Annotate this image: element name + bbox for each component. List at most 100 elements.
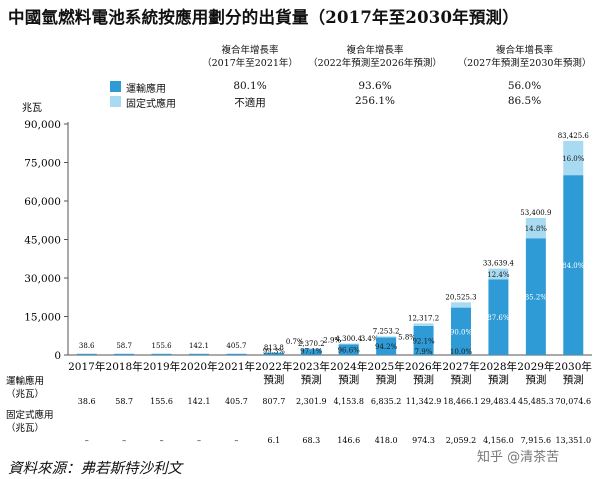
x-tick-label-sub: 預測 — [488, 373, 509, 386]
legend-label-stationary: 固定式應用 — [126, 99, 176, 110]
table-transport-value: 38.6 — [78, 397, 96, 406]
bar-stationary — [488, 268, 509, 280]
x-tick-label: 2021年 — [218, 360, 255, 373]
table-transport-unit: （兆瓦） — [6, 388, 44, 400]
y-axis-unit-label: 兆瓦 — [22, 102, 42, 114]
stationary-share-label: 10.0% — [450, 348, 473, 356]
bar-transport — [263, 352, 284, 355]
transport-share-label: 84.0% — [562, 262, 585, 270]
y-tick-label: 60,000 — [24, 196, 61, 208]
transport-share-label: 85.2% — [525, 294, 548, 302]
stationary-share-label: 0.7% — [286, 338, 304, 346]
table-stationary-value: – — [85, 436, 89, 445]
stationary-share-label: 5.8% — [398, 334, 416, 342]
shipment-chart: 兆瓦 0 15,000 30,000 45,000 60,000 75,000 90,000 3… — [6, 102, 592, 445]
bar-transport — [413, 325, 434, 355]
table-transport-value: 70,074.6 — [555, 397, 591, 406]
cagr-header-3: 複合年增長率 （2027年預測至2030年預測） — [452, 44, 597, 70]
stationary-share-label: 7.9% — [415, 348, 433, 356]
bar-total-label: 33,639.4 — [483, 260, 515, 268]
bar-transport — [525, 238, 546, 355]
y-tick-label: 75,000 — [24, 158, 61, 170]
transport-share-label: 97.1% — [300, 348, 323, 356]
y-tick-label: 15,000 — [24, 312, 61, 324]
cagr-stationary-3: 86.5% — [507, 95, 542, 107]
cagr-header-1-line2: （2017年至2021年） — [202, 58, 298, 69]
bar-stationary — [301, 348, 322, 350]
table-transport-value: 405.7 — [225, 397, 248, 406]
cagr-transport-3: 56.0% — [507, 80, 542, 92]
bar-total-label: 38.6 — [79, 342, 95, 350]
x-tick-label: 2022年 — [255, 360, 292, 373]
table-stationary-value: 418.0 — [375, 436, 398, 445]
bar-transport — [451, 307, 471, 355]
bar-transport — [226, 353, 247, 355]
table-transport-value: 11,342.9 — [406, 397, 442, 406]
source-note: 資料來源：弗若斯特沙利文 — [8, 461, 182, 477]
table-stationary-value: – — [160, 436, 164, 445]
x-tick-label: 2029年 — [517, 360, 554, 373]
transport-share-label: 99.3% — [263, 348, 286, 356]
bar-total-label: 813.8 — [264, 344, 284, 352]
x-tick-label: 2028年 — [480, 360, 517, 373]
bar-transport — [488, 279, 509, 355]
x-tick-label-sub: 預測 — [413, 373, 434, 386]
table-stationary-value: 6.1 — [267, 436, 280, 445]
x-tick-label-sub: 預測 — [563, 373, 584, 386]
legend-label-transport: 運輸應用 — [126, 84, 166, 95]
legend-swatch-transport — [110, 81, 121, 92]
table-transport-value: 6,835.2 — [371, 397, 402, 406]
bar-stationary — [451, 302, 471, 308]
bar-total-label: 142.1 — [189, 342, 209, 350]
x-tick-label: 2027年 — [442, 360, 479, 373]
transport-share-label: 96.6% — [338, 347, 361, 355]
table-stationary-value: 2,059.2 — [446, 436, 477, 445]
table-stationary-value: 4,156.0 — [483, 436, 514, 445]
bar-stationary — [525, 217, 546, 239]
legend-swatch-stationary — [110, 96, 121, 107]
bar-total-label: 7,253.2 — [373, 327, 400, 335]
y-tick-label: 45,000 — [24, 235, 61, 247]
bar-stationary — [338, 343, 359, 345]
y-tick-label: 90,000 — [24, 119, 61, 131]
table-stationary-value: – — [122, 436, 126, 445]
table-transport-value: 807.7 — [262, 397, 285, 406]
bar-total-label: 58.7 — [116, 342, 132, 350]
x-tick-label: 2023年 — [293, 360, 330, 373]
bar-total-label: 155.6 — [152, 342, 173, 350]
bar-transport — [151, 353, 172, 355]
cagr-stationary-2: 256.1% — [354, 95, 396, 107]
table-stationary-value: 68.3 — [302, 436, 320, 445]
x-tick-label-sub: 預測 — [263, 373, 284, 386]
table-stationary-value: – — [234, 436, 238, 445]
transport-share-label: 90.0% — [450, 328, 473, 336]
bar-total-label: 2,370.2 — [298, 340, 325, 348]
table-stationary-value: 7,915.6 — [521, 436, 552, 445]
table-stationary-value: 974.3 — [412, 436, 435, 445]
bar-transport — [114, 353, 135, 355]
bar-total-label: 405.7 — [226, 342, 246, 350]
x-tick-label-sub: 預測 — [525, 373, 546, 386]
stationary-share-label: 16.0% — [562, 155, 585, 163]
bar-total-label: 12,317.2 — [408, 314, 439, 322]
table-transport-value: 4,153.8 — [333, 397, 364, 406]
stationary-share-label: 3.4% — [361, 335, 379, 343]
x-tick-label: 2024年 — [330, 360, 367, 373]
x-tick-label: 2026年 — [405, 360, 442, 373]
table-transport-value: 18,466.1 — [443, 397, 479, 406]
stationary-share-label: 12.4% — [487, 271, 510, 279]
x-tick-label-sub: 預測 — [451, 373, 472, 386]
cagr-header-2-line2: （2022年預測至2026年預測） — [308, 58, 442, 69]
transport-share-label: 92.1% — [412, 337, 435, 345]
table-stationary-unit: （兆瓦） — [6, 422, 44, 434]
table-stationary-value: 146.6 — [337, 436, 360, 445]
table-transport-value: 142.1 — [188, 397, 211, 406]
bar-stationary — [413, 323, 434, 326]
table-transport-value: 29,483.4 — [481, 397, 517, 406]
table-transport-value: 155.6 — [150, 397, 173, 406]
cagr-header-3-line2: （2027年預測至2030年預測） — [457, 58, 592, 69]
x-tick-label: 2025年 — [368, 360, 405, 373]
cagr-header-2: 複合年增長率 （2022年預測至2026年預測） — [305, 44, 445, 70]
table-transport-value: 58.7 — [115, 397, 133, 406]
bar-total-label: 4,300.4 — [335, 335, 362, 343]
